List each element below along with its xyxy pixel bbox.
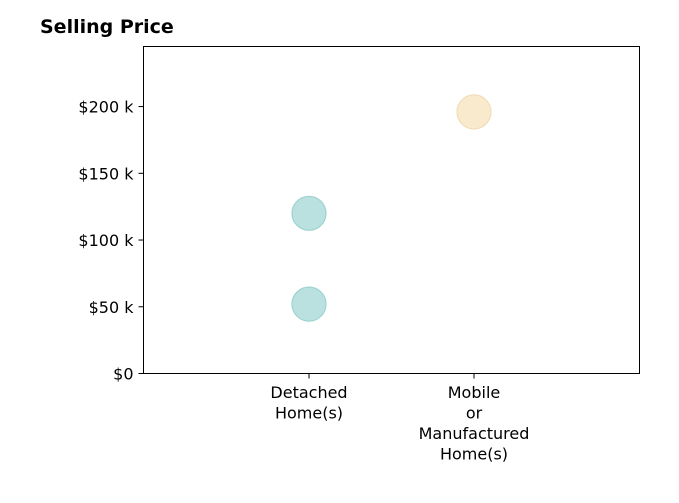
y-tick-label: $0	[113, 365, 133, 384]
y-axis: $0 $50 k $100 k $150 k $200 k	[78, 98, 144, 384]
x-tick-label: Home(s)	[440, 445, 508, 464]
x-tick-label: or	[466, 404, 483, 423]
x-tick-label: Mobile	[448, 383, 500, 402]
data-point	[291, 195, 327, 231]
data-point	[456, 94, 492, 130]
data-points	[291, 94, 492, 322]
y-tick-label: $150 k	[78, 164, 134, 183]
y-tick-label: $100 k	[78, 231, 134, 250]
plot-area-frame	[143, 46, 640, 374]
x-tick-label: Detached	[270, 383, 347, 402]
y-tick-label: $200 k	[78, 98, 134, 117]
x-tick-label: Home(s)	[275, 404, 343, 423]
chart-title: Selling Price	[40, 16, 174, 38]
y-tick-label: $50 k	[89, 298, 135, 317]
x-tick-label: Manufactured	[419, 424, 530, 443]
data-point	[291, 286, 327, 322]
